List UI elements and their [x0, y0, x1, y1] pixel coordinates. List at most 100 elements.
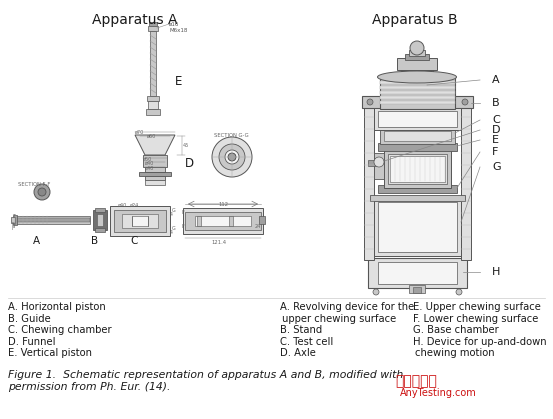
- Text: Apparatus A: Apparatus A: [92, 13, 178, 27]
- Bar: [145, 176, 165, 180]
- Bar: [132, 216, 148, 226]
- Text: A: A: [492, 75, 499, 85]
- Circle shape: [219, 144, 245, 170]
- Text: F: F: [181, 210, 184, 215]
- Bar: [122, 214, 158, 228]
- Bar: [148, 26, 158, 31]
- Circle shape: [212, 137, 252, 177]
- Text: C: C: [131, 236, 138, 246]
- Bar: [139, 172, 171, 176]
- Bar: [145, 167, 165, 172]
- Text: AnyTesting.com: AnyTesting.com: [400, 388, 477, 398]
- Text: permission from Ph. Eur. (14).: permission from Ph. Eur. (14).: [8, 382, 170, 392]
- Bar: [146, 109, 160, 115]
- Bar: [229, 216, 233, 226]
- Text: T: T: [12, 214, 15, 219]
- Circle shape: [374, 157, 384, 167]
- Bar: [368, 258, 467, 288]
- Text: B: B: [492, 98, 499, 108]
- Bar: [380, 96, 455, 99]
- Text: E. Upper chewing surface: E. Upper chewing surface: [413, 302, 541, 312]
- Text: A: A: [33, 236, 40, 246]
- Bar: [147, 96, 159, 101]
- Text: T: T: [12, 224, 15, 229]
- Bar: [364, 100, 374, 260]
- Text: G. Base chamber: G. Base chamber: [413, 325, 499, 335]
- Bar: [114, 210, 166, 232]
- Bar: [197, 216, 201, 226]
- Text: 112: 112: [218, 202, 228, 207]
- Text: chewing motion: chewing motion: [415, 348, 494, 358]
- Text: B. Stand: B. Stand: [280, 325, 322, 335]
- Circle shape: [225, 150, 239, 164]
- Text: C. Chewing chamber: C. Chewing chamber: [8, 325, 112, 335]
- Bar: [259, 216, 265, 224]
- Bar: [405, 54, 429, 60]
- Text: 45: 45: [183, 143, 189, 148]
- Text: ø70: ø70: [135, 130, 144, 135]
- Circle shape: [410, 41, 424, 55]
- Text: C. Test cell: C. Test cell: [280, 336, 333, 347]
- Ellipse shape: [378, 71, 456, 83]
- Bar: [380, 128, 455, 144]
- Text: 24: 24: [255, 224, 261, 229]
- Text: D. Axle: D. Axle: [280, 348, 316, 358]
- Text: H: H: [492, 267, 500, 277]
- Bar: [145, 180, 165, 185]
- Bar: [110, 206, 170, 236]
- Bar: [409, 50, 425, 56]
- Text: ø40: ø40: [145, 161, 154, 166]
- Bar: [388, 154, 447, 184]
- Circle shape: [228, 153, 236, 161]
- Bar: [95, 208, 105, 212]
- Circle shape: [373, 289, 379, 295]
- Text: ø24: ø24: [130, 203, 139, 208]
- Bar: [380, 86, 455, 89]
- Bar: [461, 100, 471, 260]
- Text: F: F: [12, 226, 15, 231]
- Text: G: G: [492, 162, 500, 172]
- Bar: [397, 58, 437, 70]
- Bar: [401, 68, 433, 80]
- Circle shape: [367, 99, 373, 105]
- Text: ø40: ø40: [118, 203, 127, 208]
- Bar: [384, 150, 451, 188]
- Text: ø40: ø40: [145, 166, 154, 171]
- Text: 121.4: 121.4: [211, 240, 227, 245]
- Bar: [15, 218, 90, 222]
- Bar: [378, 143, 457, 151]
- Text: D: D: [185, 157, 194, 170]
- Text: H. Device for up-and-down: H. Device for up-and-down: [413, 336, 546, 347]
- Text: E: E: [492, 135, 499, 145]
- Bar: [374, 198, 461, 256]
- Text: B: B: [91, 236, 98, 246]
- Text: Apparatus B: Apparatus B: [372, 13, 458, 27]
- Bar: [380, 91, 455, 94]
- Text: G: G: [172, 208, 176, 213]
- Text: Figure 1.  Schematic representation of apparatus A and B, modified with: Figure 1. Schematic representation of ap…: [8, 370, 403, 380]
- Bar: [150, 31, 156, 96]
- Bar: [370, 195, 465, 201]
- Bar: [413, 287, 421, 293]
- Bar: [380, 77, 455, 109]
- Text: ø60: ø60: [147, 134, 156, 139]
- Text: E. Vertical piston: E. Vertical piston: [8, 348, 92, 358]
- Text: 4: 4: [170, 212, 173, 217]
- Bar: [378, 111, 457, 127]
- Text: D. Funnel: D. Funnel: [8, 336, 55, 347]
- Text: F: F: [12, 222, 15, 227]
- Bar: [409, 285, 425, 293]
- Text: ø16: ø16: [169, 22, 179, 27]
- Bar: [15, 216, 90, 224]
- Circle shape: [34, 184, 50, 200]
- Circle shape: [38, 188, 46, 196]
- Text: upper chewing surface: upper chewing surface: [282, 313, 397, 323]
- Text: E: E: [175, 75, 182, 88]
- Bar: [183, 208, 263, 234]
- Bar: [149, 22, 157, 26]
- Text: ø50: ø50: [143, 157, 152, 162]
- Bar: [384, 131, 451, 141]
- Bar: [143, 155, 167, 167]
- Bar: [374, 108, 461, 130]
- Text: SECTION G-G: SECTION G-G: [214, 133, 249, 138]
